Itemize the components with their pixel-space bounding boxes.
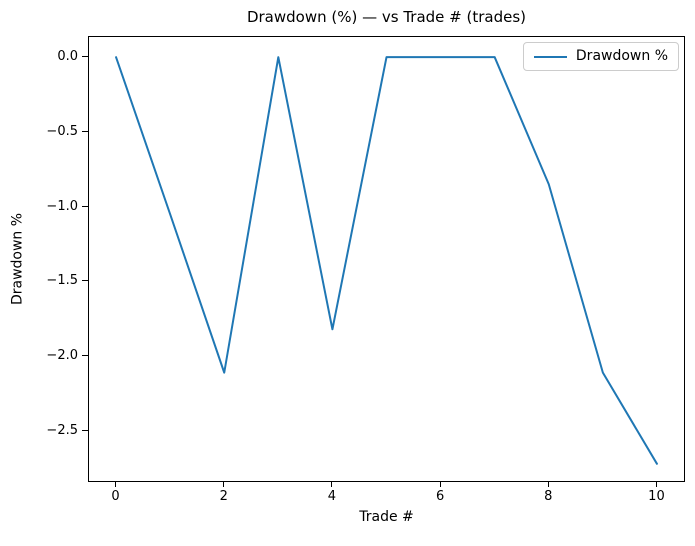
x-tick [655, 481, 657, 487]
x-tick-label: 10 [648, 489, 665, 504]
legend-line-swatch [533, 55, 567, 58]
y-tick-label: −0.5 [46, 123, 78, 139]
plot-area: Drawdown % [88, 36, 685, 482]
x-tick [547, 481, 549, 487]
y-tick [82, 56, 88, 58]
y-tick-label: −1.5 [46, 273, 78, 289]
y-tick [82, 355, 88, 357]
line-plot [115, 56, 658, 465]
x-tick-label: 4 [327, 489, 337, 504]
x-tick-label: 0 [111, 489, 120, 504]
legend: Drawdown % [522, 42, 679, 71]
drawdown-line [115, 56, 658, 465]
y-tick-label: 0.0 [57, 49, 78, 65]
x-tick [331, 481, 333, 487]
x-axis-label: Trade # [359, 509, 414, 525]
chart-title: Drawdown (%) — vs Trade # (trades) [246, 8, 527, 26]
y-axis-label: Drawdown % [9, 212, 26, 306]
y-tick [82, 205, 88, 207]
x-tick [115, 481, 117, 487]
x-tick [223, 481, 225, 487]
x-tick-label: 6 [435, 489, 445, 504]
y-tick [82, 280, 88, 282]
x-tick [439, 481, 441, 487]
x-tick-label: 2 [219, 489, 228, 504]
y-tick-label: −2.0 [46, 348, 78, 364]
y-tick-label: −2.5 [46, 422, 78, 438]
x-tick-label: 8 [544, 489, 553, 504]
y-tick [82, 429, 88, 431]
y-tick-label: −1.0 [46, 198, 78, 214]
y-tick [82, 130, 88, 132]
legend-label: Drawdown % [575, 48, 668, 64]
